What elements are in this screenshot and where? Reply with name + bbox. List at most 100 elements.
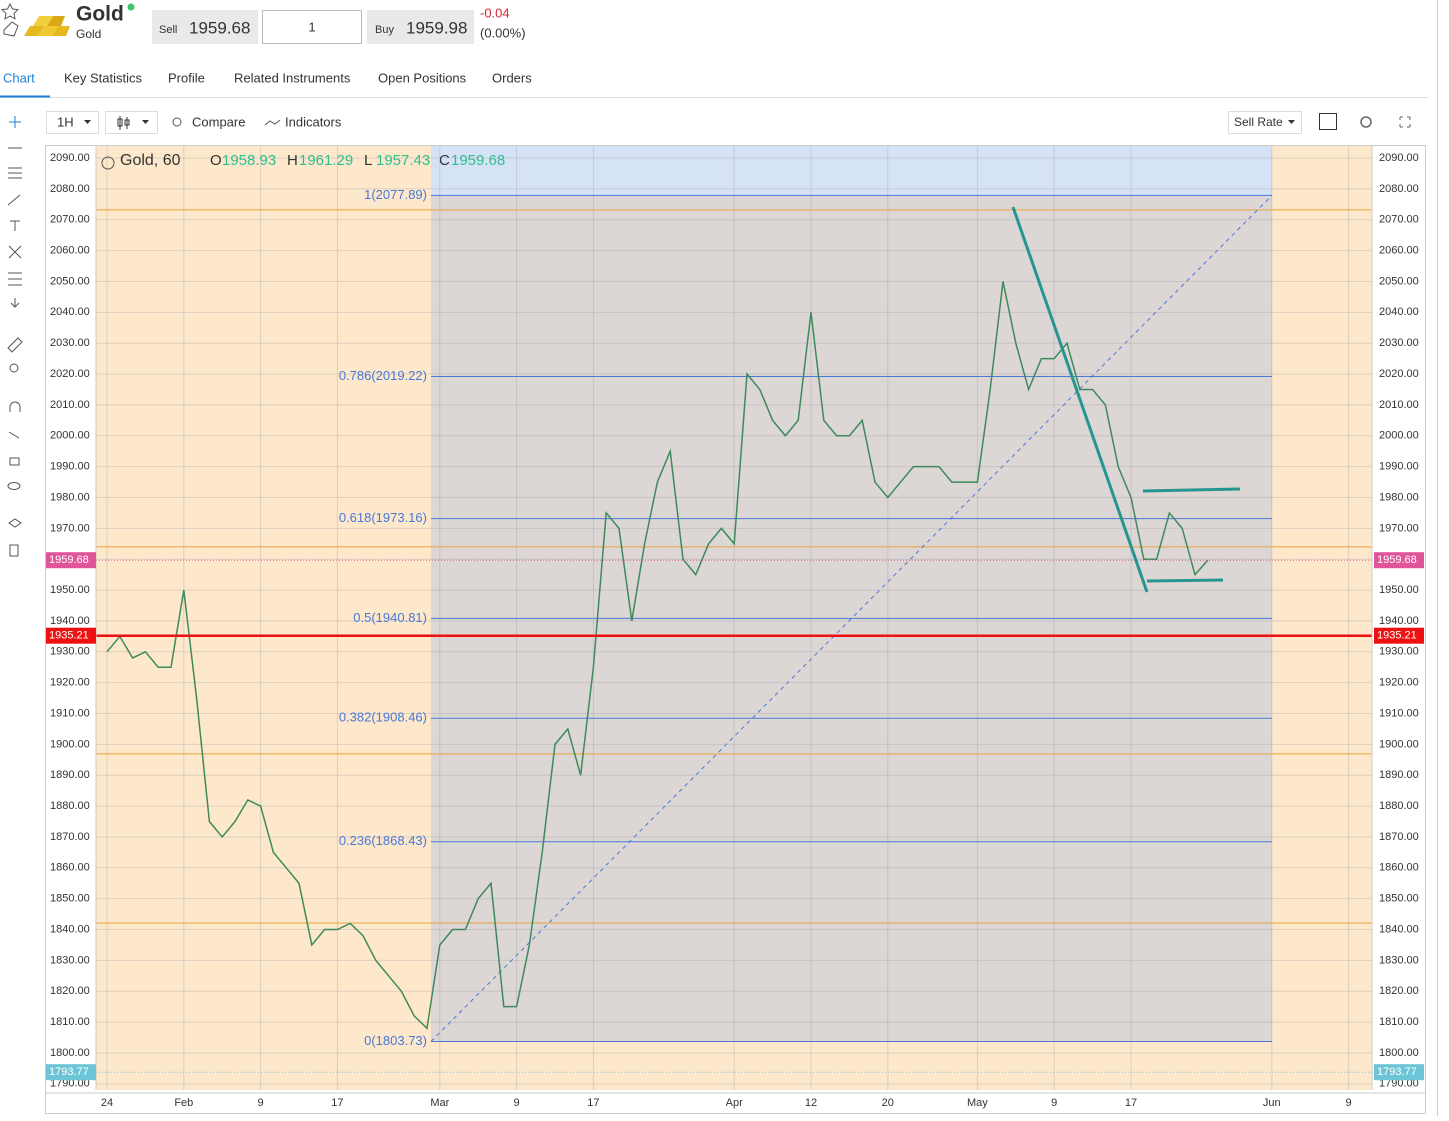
price-tag-label: 1793.77 [49,1066,89,1078]
measure-tool[interactable] [7,337,23,353]
trendline[interactable] [1146,578,1224,583]
y-tick-label-right: 1830.00 [1379,954,1419,966]
tab[interactable]: Chart [3,70,35,85]
prediction-tool[interactable] [8,272,22,286]
sell-box[interactable] [152,10,258,44]
y-tick-label: 1900.00 [50,738,90,750]
price-tag [1374,552,1424,569]
tab[interactable]: Profile [168,70,205,85]
x-tick-label: Mar [430,1097,449,1109]
y-tick-label: 1980.00 [50,491,90,503]
tab[interactable]: Open Positions [378,70,467,85]
price-tag-label: 1959.68 [49,554,89,566]
zoom-tool[interactable] [9,363,19,373]
visibility-tool[interactable] [7,482,21,490]
y-tick-label-right: 1820.00 [1379,985,1419,997]
y-tick-label-right: 2010.00 [1379,399,1419,411]
y-tick-label: 2010.00 [50,399,90,411]
legend-key: L [364,152,372,169]
magnet-tool[interactable] [9,401,21,412]
stay-drawing-tool[interactable] [8,431,20,439]
legend-value: 1959.68 [451,152,505,169]
fib-diagonal [430,195,1273,1042]
layers-tool[interactable] [8,518,22,528]
settings-icon[interactable] [1360,116,1372,128]
instrument-subtitle: Gold [76,27,101,41]
y-tick-label-right: 1970.00 [1379,522,1419,534]
dropdown-arrow [142,120,149,124]
price-tag-label: 1935.21 [49,630,89,642]
tab[interactable]: Related Instruments [234,70,351,85]
interval-select[interactable] [46,111,99,134]
trendline[interactable] [1011,206,1149,593]
y-tick-label: 1930.00 [50,646,90,658]
rate-select[interactable] [1228,111,1302,134]
y-tick-label-right: 2080.00 [1379,183,1419,195]
x-tick-label: May [967,1097,988,1109]
fullscreen-icon[interactable] [1399,116,1411,128]
sell-price: 1959.68 [189,18,250,37]
drawing-toolbar [7,116,23,557]
y-tick-label-right: 2090.00 [1379,152,1419,164]
legend-key: H [287,152,298,169]
y-tick-label-right: 1920.00 [1379,677,1419,689]
chart-style-select[interactable] [105,111,158,134]
buy-box[interactable] [367,10,474,44]
delete-tool[interactable] [9,544,19,557]
pattern-tool[interactable] [8,245,22,259]
x-tick-label: Apr [726,1097,743,1109]
price-tag [46,627,96,644]
fib-label: 0.618(1973.16) [339,510,427,525]
checkbox[interactable] [1319,113,1337,130]
y-tick-label-right: 1940.00 [1379,615,1419,627]
text-tool[interactable] [10,220,20,231]
indicators-button[interactable]: Indicators [285,114,342,129]
y-tick-label: 1950.00 [50,584,90,596]
y-tick-label-right: 1900.00 [1379,738,1419,750]
y-tick-label-right: 1800.00 [1379,1047,1419,1059]
y-tick-label: 1940.00 [50,615,90,627]
fib-label: 0(1803.73) [364,1033,427,1048]
y-tick-label-right: 2060.00 [1379,245,1419,257]
fib-label: 0.382(1908.46) [339,710,427,725]
y-tick-label: 1790.00 [50,1078,90,1090]
y-tick-label-right: 1930.00 [1379,646,1419,658]
legend-key: O [210,152,222,169]
y-tick-label: 1970.00 [50,522,90,534]
price-change-percent: (0.00%) [480,25,526,40]
y-tick-label: 2000.00 [50,430,90,442]
favorite-icon[interactable] [0,2,20,20]
trendline[interactable] [1142,487,1241,493]
legend-value: 1957.43 [376,152,430,169]
lock-tool[interactable] [9,457,20,466]
fib-tool[interactable] [8,167,22,179]
y-tick-label: 1910.00 [50,707,90,719]
brush-tool[interactable] [7,194,21,206]
y-tick-label: 1860.00 [50,862,90,874]
legend-toggle[interactable] [101,156,115,170]
dropdown-arrow [1288,120,1295,124]
y-tick-label-right: 2070.00 [1379,214,1419,226]
y-tick-label: 1880.00 [50,800,90,812]
fib-extension-shade [431,146,1272,196]
tab[interactable]: Key Statistics [64,70,143,85]
tab[interactable]: Orders [492,70,532,85]
gold-logo [24,16,70,36]
y-tick-label-right: 2030.00 [1379,337,1419,349]
crosshair-tool[interactable] [9,116,21,128]
drawn-trendlines [1011,206,1241,593]
y-tick-label-right: 1840.00 [1379,923,1419,935]
plot-area: 1(2077.89) 0.786(2019.22) 0.618(1973.16) 0.… [96,146,1372,1090]
sell-label: Sell [159,24,177,36]
overlay: 1790.00 1790.00 1800.00 1800.00 1810.00 1810.… [45,146,1425,1109]
y-tick-label-right: 1870.00 [1379,831,1419,843]
arrow-tool[interactable] [10,298,20,308]
price-tag [46,552,96,569]
alert-icon[interactable] [3,21,19,37]
fib-label: 1(2077.89) [364,187,427,202]
compare-button[interactable]: Compare [192,114,245,129]
candle-icon [117,116,130,130]
quantity-input[interactable] [262,10,362,44]
x-tick-label: 17 [331,1097,343,1109]
y-tick-label-right: 1860.00 [1379,862,1419,874]
